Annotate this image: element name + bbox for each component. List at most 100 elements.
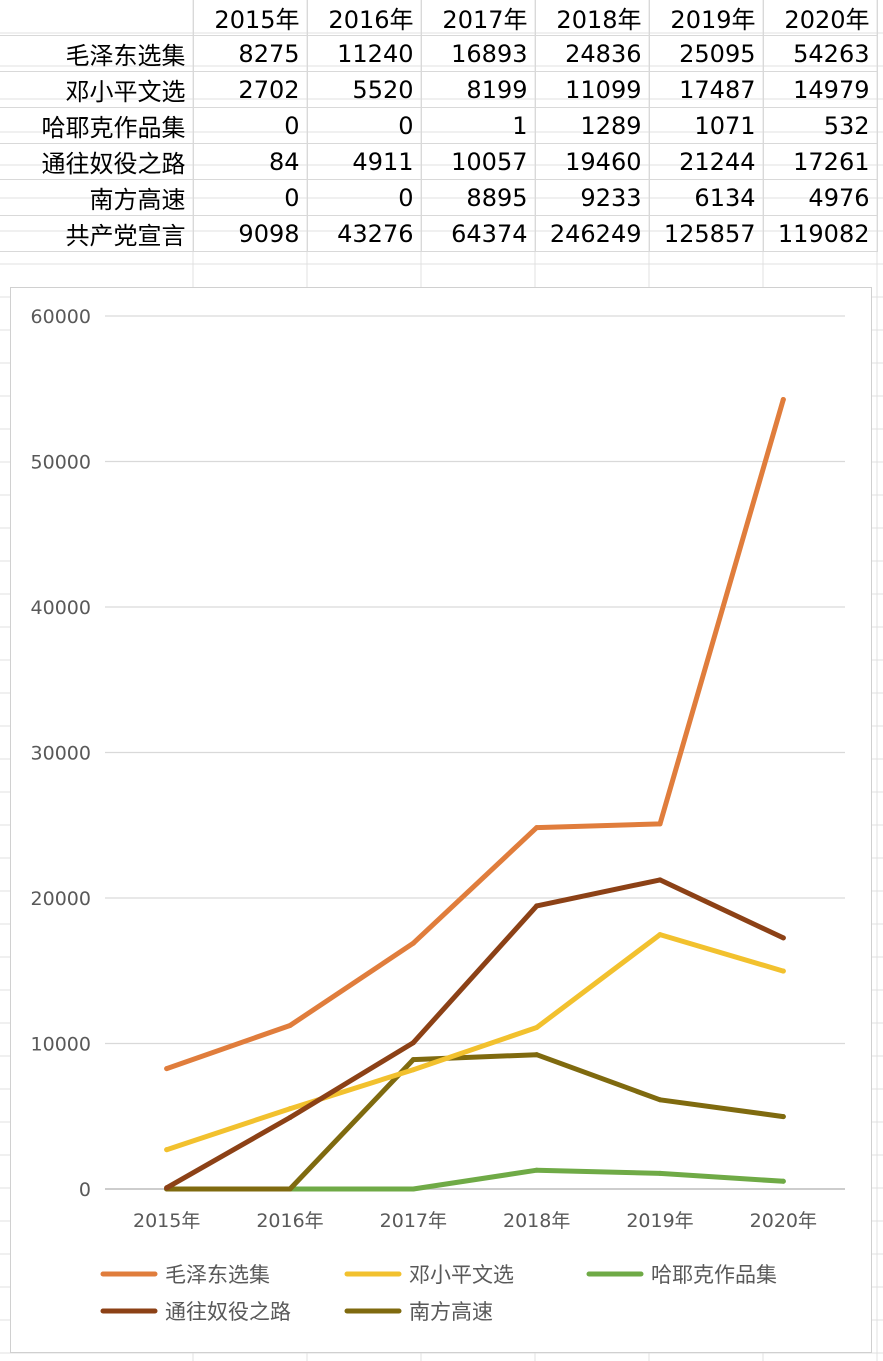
column-header[interactable]: 2020年 [763,0,878,36]
data-point[interactable] [780,396,786,402]
table-cell[interactable]: 0 [193,107,308,144]
table-cell[interactable]: 17261 [763,143,878,180]
data-point[interactable] [287,1022,293,1028]
table-cell[interactable]: 8895 [421,179,536,216]
data-point[interactable] [534,1167,540,1173]
row-label[interactable]: 毛泽东选集 [0,35,194,72]
data-point[interactable] [410,1067,416,1073]
column-header[interactable]: 2018年 [535,0,650,36]
table-row: 共产党宣言 9098 43276 64374 246249 125857 119082 [0,215,878,252]
data-point[interactable] [534,1052,540,1058]
data-point[interactable] [410,1057,416,1063]
row-label[interactable]: 南方高速 [0,179,194,216]
y-tick-label: 20000 [31,888,91,910]
data-point[interactable] [410,940,416,946]
table-cell[interactable]: 0 [307,107,422,144]
legend-item[interactable]: 哈耶克作品集 [586,1263,777,1287]
table-cell[interactable]: 4976 [763,179,878,216]
y-tick-label: 50000 [31,452,91,474]
table-cell[interactable]: 9233 [535,179,650,216]
table-cell[interactable]: 54263 [763,35,878,72]
table-cell[interactable]: 25095 [649,35,764,72]
table-cell[interactable]: 24836 [535,35,650,72]
table-cell[interactable]: 43276 [307,215,422,252]
data-point[interactable] [657,1097,663,1103]
column-header[interactable]: 2016年 [307,0,422,36]
data-point[interactable] [780,1178,786,1184]
series-line[interactable] [164,932,786,1153]
table-row: 通往奴役之路 84 4911 10057 19460 21244 17261 [0,143,878,180]
table-row: 南方高速 0 0 8895 9233 6134 4976 [0,179,878,216]
table-cell[interactable]: 8275 [193,35,308,72]
table-cell[interactable]: 84 [193,143,308,180]
column-header[interactable]: 2015年 [193,0,308,36]
data-point[interactable] [534,1025,540,1031]
table-cell[interactable]: 0 [193,179,308,216]
table-cell[interactable]: 532 [763,107,878,144]
data-point[interactable] [164,1066,170,1072]
table-cell[interactable]: 14979 [763,71,878,108]
table-cell[interactable]: 1071 [649,107,764,144]
legend-label: 南方高速 [409,1300,493,1324]
table-cell[interactable]: 2702 [193,71,308,108]
table-cell[interactable]: 11099 [535,71,650,108]
data-point[interactable] [410,1186,416,1192]
data-point[interactable] [780,1114,786,1120]
data-point[interactable] [780,968,786,974]
table-cell[interactable]: 11240 [307,35,422,72]
row-label[interactable]: 哈耶克作品集 [0,107,194,144]
table-cell[interactable]: 6134 [649,179,764,216]
data-point[interactable] [287,1106,293,1112]
table-corner-cell[interactable] [0,0,194,36]
data-point[interactable] [657,821,663,827]
legend-label: 通往奴役之路 [165,1300,291,1324]
table-cell[interactable]: 17487 [649,71,764,108]
row-label[interactable]: 通往奴役之路 [0,143,194,180]
table-header-row: 2015年 2016年 2017年 2018年 2019年 2020年 [0,0,878,36]
data-point[interactable] [410,1040,416,1046]
line-chart[interactable]: 0 10000 20000 30000 40000 50000 60000 2015年 2016… [10,287,872,1353]
row-label[interactable]: 共产党宣言 [0,215,194,252]
table-cell[interactable]: 16893 [421,35,536,72]
legend-item[interactable]: 毛泽东选集 [100,1263,270,1287]
data-point[interactable] [287,1186,293,1192]
table-cell[interactable]: 21244 [649,143,764,180]
table-cell[interactable]: 119082 [763,215,878,252]
data-point[interactable] [657,1170,663,1176]
table-cell[interactable]: 19460 [535,143,650,180]
legend-item[interactable]: 南方高速 [344,1300,493,1324]
data-point[interactable] [657,932,663,938]
series-line[interactable] [164,877,786,1191]
data-point[interactable] [534,903,540,909]
table-cell[interactable]: 9098 [193,215,308,252]
table-row: 邓小平文选 2702 5520 8199 11099 17487 14979 [0,71,878,108]
table-cell[interactable]: 8199 [421,71,536,108]
table-cell[interactable]: 125857 [649,215,764,252]
table-cell[interactable]: 246249 [535,215,650,252]
data-point[interactable] [534,825,540,831]
legend-label: 邓小平文选 [409,1263,514,1287]
data-point[interactable] [164,1185,170,1191]
data-point[interactable] [287,1115,293,1121]
data-point[interactable] [657,877,663,883]
legend-item[interactable]: 通往奴役之路 [100,1300,291,1324]
table-cell[interactable]: 64374 [421,215,536,252]
column-header[interactable]: 2019年 [649,0,764,36]
table-cell[interactable]: 10057 [421,143,536,180]
x-tick-label: 2015年 [133,1210,200,1232]
table-row: 哈耶克作品集 0 0 1 1289 1071 532 [0,107,878,144]
data-point[interactable] [780,935,786,941]
column-header[interactable]: 2017年 [421,0,536,36]
series-line[interactable] [164,1167,786,1192]
table-cell[interactable]: 0 [307,179,422,216]
y-tick-label: 40000 [31,597,91,619]
table-cell[interactable]: 1289 [535,107,650,144]
data-point[interactable] [164,1147,170,1153]
table-cell[interactable]: 5520 [307,71,422,108]
legend-item[interactable]: 邓小平文选 [344,1263,514,1287]
row-label[interactable]: 邓小平文选 [0,71,194,108]
table-cell[interactable]: 1 [421,107,536,144]
table-cell[interactable]: 4911 [307,143,422,180]
series-line[interactable] [164,1052,786,1192]
series-line[interactable] [164,397,786,1072]
